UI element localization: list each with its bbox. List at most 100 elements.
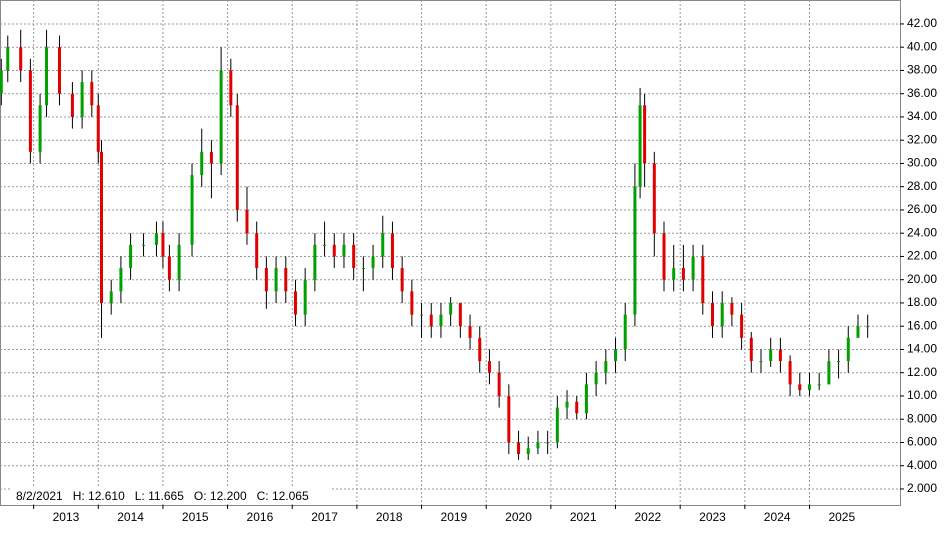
bar-body [662,233,666,280]
bar-body [167,256,171,280]
y-tick-label: 14.00 [907,342,937,356]
bar-body [177,244,181,280]
bar-body [555,407,559,443]
bar-body [154,233,158,245]
bar-body [720,302,724,327]
bar-body [769,349,773,362]
bar-body [759,361,763,363]
readout: 8/2/2021 H: 12.610 L: 11.665 O: 12.200 C… [16,489,309,503]
bar-body [701,256,705,303]
bar-body [420,314,424,316]
bar-body [323,244,327,246]
y-tick-label: 30.00 [907,156,937,170]
y-tick-label: 40.00 [907,39,937,53]
y-tick-label: 32.00 [907,132,937,146]
bar-body [517,442,521,455]
bar-body [507,395,511,443]
bar-body [788,361,792,385]
bar-body [142,244,146,246]
bar-body [303,279,307,315]
bar-body [293,291,297,315]
bar-body [209,151,213,164]
y-tick-label: 22.00 [907,249,937,263]
bar-body [429,314,433,327]
bar-body [575,401,579,414]
x-tick-label: 2013 [53,510,80,524]
bar-body [449,302,453,315]
bar-body [468,326,472,338]
bar-body [361,268,365,270]
bar-body [546,442,550,444]
bar-body [381,233,385,257]
bar-body [633,186,637,315]
x-tick-label: 2020 [505,510,532,524]
y-tick-label: 28.00 [907,179,937,193]
y-tick-label: 12.00 [907,365,937,379]
bars [0,29,870,460]
y-tick-label: 10.00 [907,388,937,402]
bar-body [604,361,608,373]
bar-body [681,268,685,280]
bar-body [837,361,841,363]
bar-body [623,314,627,350]
y-tick-label: 20.00 [907,272,937,286]
bar-body [458,302,462,327]
y-tick-label: 8.000 [907,411,937,425]
bar-body [749,337,753,362]
bar-body [487,361,491,373]
bar-body [691,256,695,280]
bar-body [711,302,714,327]
bar-body [798,384,802,391]
bar-body [866,326,870,328]
x-tick-label: 2022 [634,510,661,524]
x-tick-label: 2025 [828,510,855,524]
bar-body [740,314,744,338]
x-tick-label: 2015 [182,510,209,524]
bar-body [638,105,642,187]
x-tick-label: 2024 [764,510,791,524]
bar-body [478,337,482,362]
x-tick-label: 2023 [699,510,726,524]
bar-body [352,244,356,269]
y-tick-label: 42.00 [907,16,937,30]
y-tick-label: 18.00 [907,295,937,309]
bar-body [264,268,268,292]
bar-body [6,47,10,71]
bar-body [565,401,569,408]
bar-body [856,326,860,338]
bar-body [109,291,113,303]
plot-frame [0,0,901,506]
bar-body [439,314,443,327]
bar-body [80,82,84,117]
bar-body [400,268,404,292]
bar-body [614,349,618,362]
bar-body [817,384,821,386]
bar-body [730,302,734,315]
bar-body [90,82,94,106]
bar-body [371,256,375,269]
y-tick-label: 24.00 [907,225,937,239]
bar-body [28,70,32,152]
bar-body [807,384,811,391]
bar-body [526,448,530,455]
bar-body [410,291,414,315]
readout-bg [10,488,330,504]
x-tick-label: 2017 [311,510,338,524]
bar-body [827,361,831,385]
bar-body [38,105,42,152]
x-tick-label: 2019 [441,510,468,524]
bar-body [274,268,278,292]
bar-body [652,163,656,234]
y-tick-label: 6.000 [907,435,937,449]
bar-body [245,209,249,234]
bar-body [19,47,23,71]
bar-body [70,93,74,117]
y-tick-label: 34.00 [907,109,937,123]
y-tick-label: 16.00 [907,318,937,332]
y-tick-label: 26.00 [907,202,937,216]
bar-body [342,244,346,257]
x-tick-label: 2016 [247,510,274,524]
x-tick-label: 2018 [376,510,403,524]
